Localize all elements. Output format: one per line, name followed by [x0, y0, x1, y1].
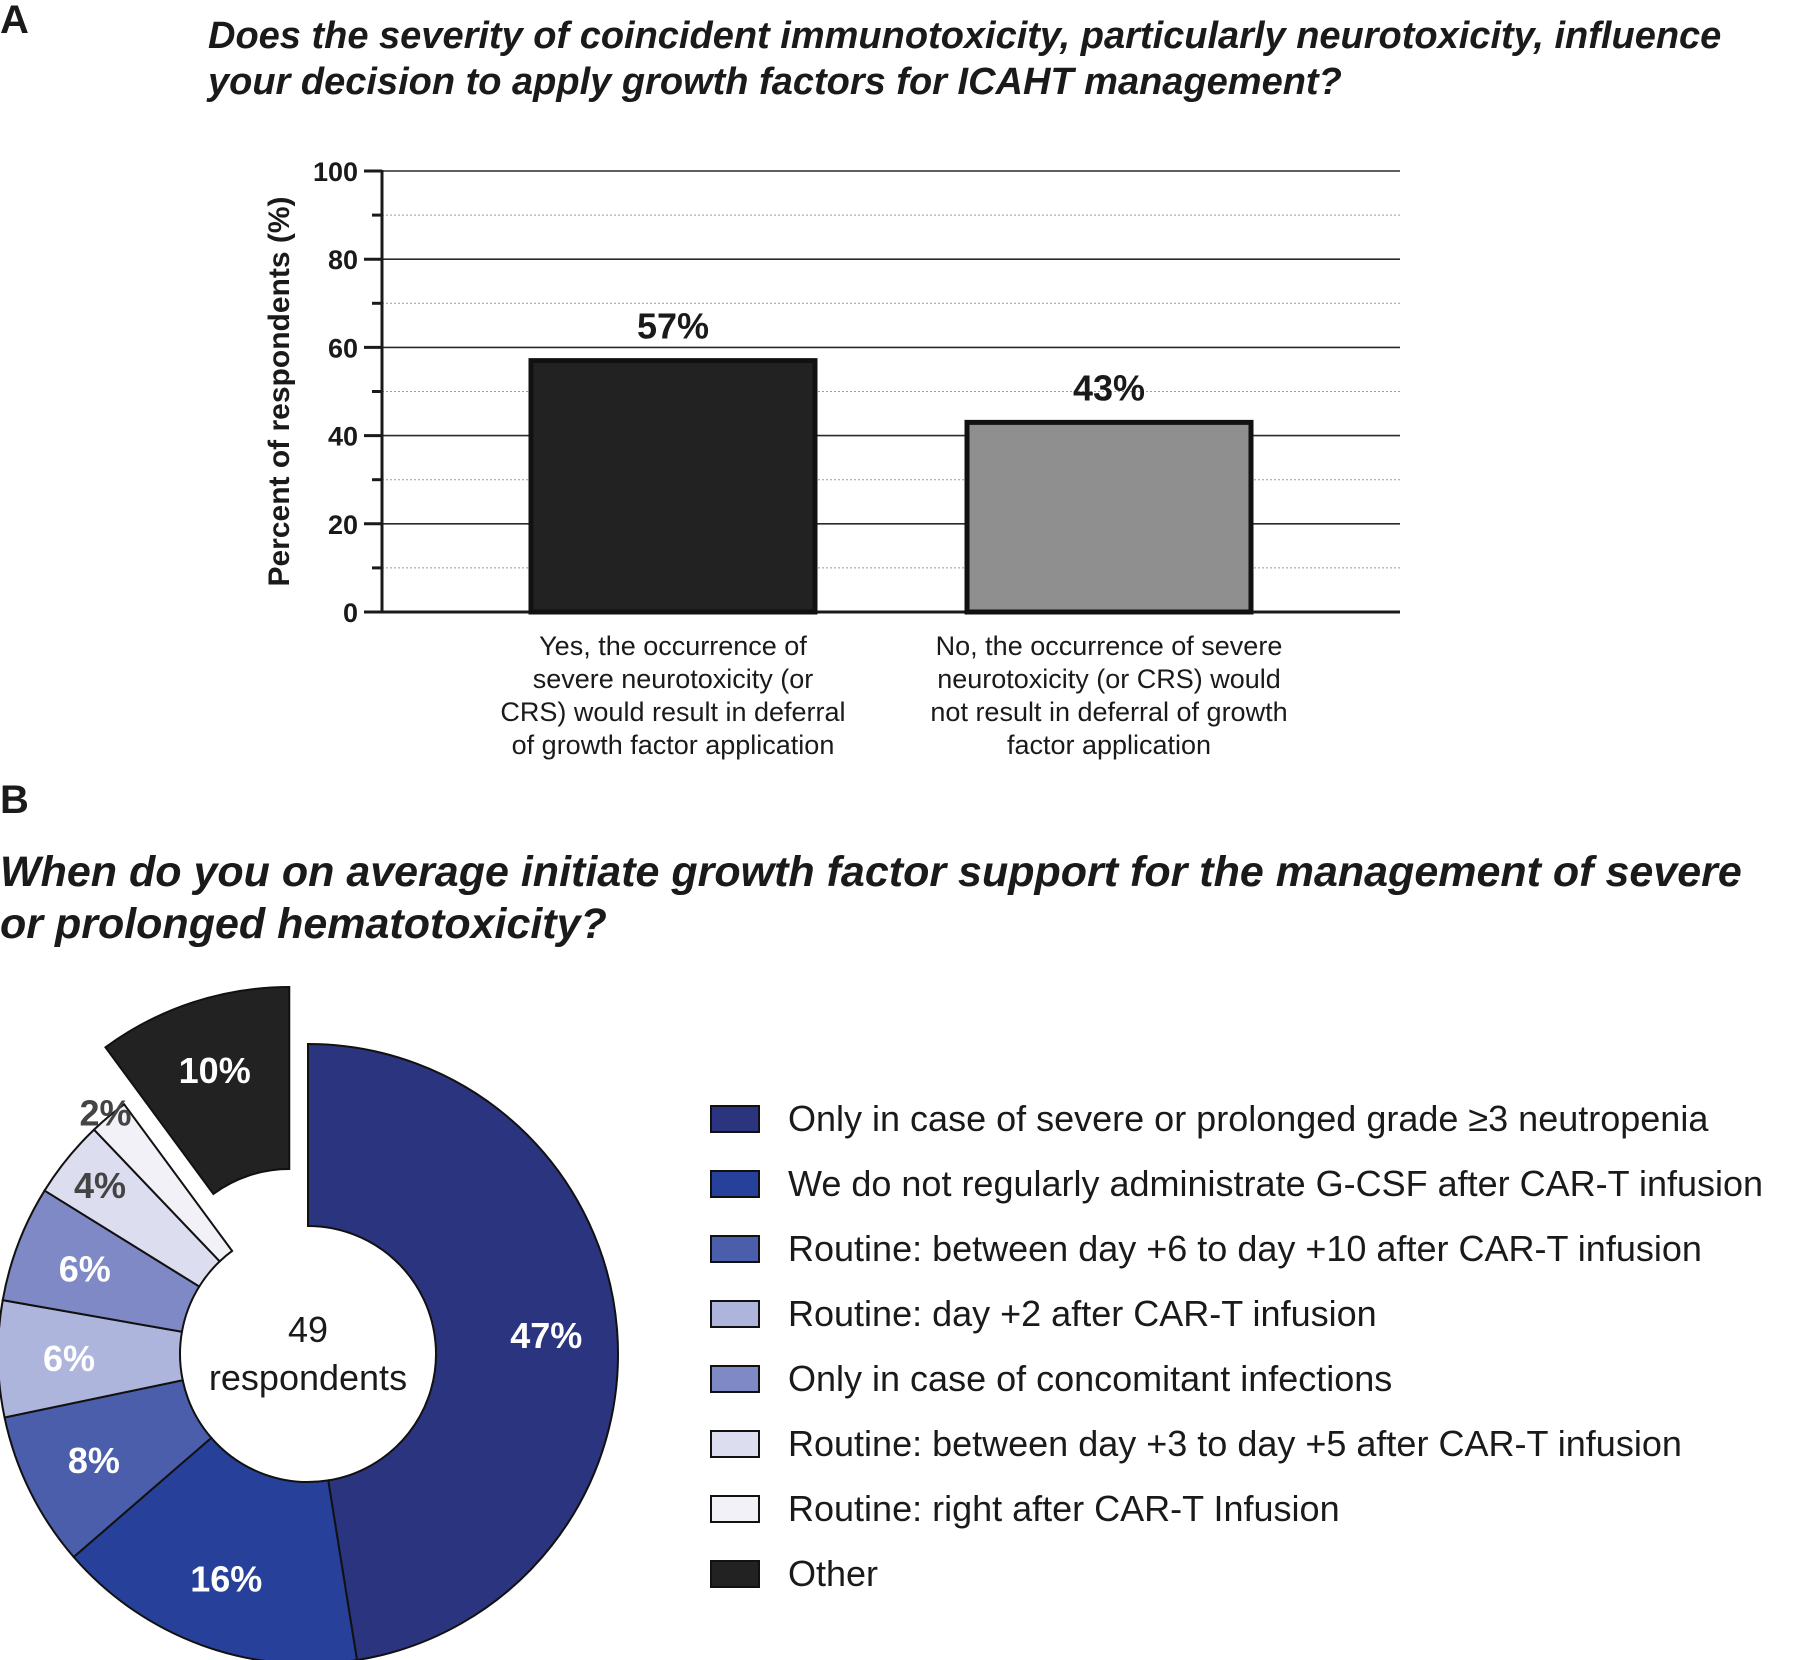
- legend-label: Routine: day +2 after CAR-T infusion: [788, 1292, 1377, 1334]
- y-tick-label: 20: [328, 510, 358, 540]
- legend-label: Only in case of concomitant infections: [788, 1357, 1393, 1399]
- donut-slice: [307, 1042, 619, 1660]
- bar-category-label: No, the occurrence of severe neurotoxicit…: [889, 630, 1329, 762]
- bar-category-label-line: factor application: [1006, 730, 1212, 760]
- legend-swatch: [710, 1494, 760, 1523]
- bar-value-label: 43%: [1073, 367, 1145, 408]
- donut-value-label: 6%: [59, 1249, 111, 1290]
- y-tick-label: 60: [328, 333, 358, 363]
- legend-label: Routine: right after CAR-T Infusion: [788, 1487, 1340, 1529]
- bar-category-label-line: Yes, the occurrence of: [539, 631, 807, 661]
- legend-item: Only in case of concomitant infections: [710, 1346, 1795, 1411]
- y-axis-label: Percent of respondents (%): [263, 196, 296, 586]
- legend-label: Other: [788, 1552, 879, 1594]
- legend-swatch: [710, 1559, 760, 1588]
- y-tick-label: 0: [343, 598, 358, 628]
- donut-chart: 47% 16% 8% 6% 6% 4% 2% 10% 49 respondents: [0, 985, 619, 1660]
- legend-label: Routine: between day +6 to day +10 after…: [788, 1227, 1702, 1269]
- donut-slice: [72, 1436, 358, 1660]
- bar: [528, 358, 818, 615]
- donut-value-label: 6%: [43, 1338, 95, 1379]
- bar-category-label-line: not result in deferral of growth: [930, 697, 1288, 727]
- bar-category-label-line: neurotoxicity (or CRS) would: [937, 664, 1281, 694]
- y-tick-label: 80: [328, 245, 358, 275]
- donut-value-label: 47%: [510, 1315, 582, 1356]
- donut-slices: [0, 985, 619, 1660]
- legend-item: We do not regularly administrate G-CSF a…: [710, 1151, 1795, 1216]
- donut-value-label: 4%: [74, 1165, 126, 1206]
- donut-value-label: 10%: [179, 1050, 251, 1091]
- legend-item: Only in case of severe or prolonged grad…: [710, 1086, 1795, 1151]
- bar-value-label: 57%: [637, 306, 709, 347]
- bar-category-label-line: CRS) would result in deferral: [500, 697, 846, 727]
- y-axis: 0 20 40 60 80 100: [313, 157, 384, 628]
- legend-swatch: [710, 1104, 760, 1133]
- panel-a-letter: A: [0, 0, 29, 42]
- bar-category-label: Yes, the occurrence of severe neurotoxici…: [453, 630, 893, 762]
- bar-category-label-line: No, the occurrence of severe: [935, 631, 1283, 661]
- donut-legend: Only in case of severe or prolonged grad…: [710, 1086, 1795, 1606]
- bar-category-label-line: of growth factor application: [511, 730, 835, 760]
- donut-value-label: 2%: [80, 1093, 132, 1134]
- legend-swatch: [710, 1169, 760, 1198]
- bar-group: 57%: [528, 306, 818, 615]
- panel-a-question: Does the severity of coincident immunoto…: [208, 15, 1722, 103]
- legend-label: Only in case of severe or prolonged grad…: [788, 1097, 1709, 1139]
- legend-label: Routine: between day +3 to day +5 after …: [788, 1422, 1682, 1464]
- donut-value-label: 8%: [68, 1440, 120, 1481]
- y-tick-label: 100: [313, 157, 358, 187]
- legend-item: Routine: right after CAR-T Infusion: [710, 1476, 1795, 1541]
- donut-value-label: 16%: [190, 1559, 262, 1600]
- donut-slice: [104, 985, 291, 1196]
- legend-item: Routine: day +2 after CAR-T infusion: [710, 1281, 1795, 1346]
- panel-b-question: When do you on average initiate growth f…: [0, 848, 1742, 949]
- bar: [964, 419, 1254, 615]
- donut-center-count: 49: [288, 1309, 328, 1350]
- legend-item: Routine: between day +6 to day +10 after…: [710, 1216, 1795, 1281]
- donut-labels: 47% 16% 8% 6% 6% 4% 2% 10%: [43, 1050, 582, 1600]
- y-tick-label: 40: [328, 422, 358, 452]
- legend-swatch: [710, 1429, 760, 1458]
- legend-swatch: [710, 1364, 760, 1393]
- bar-chart: 0 20 40 60 80 100 Percent of respondents (%) 57…: [263, 157, 1400, 628]
- panel-b-letter: B: [0, 778, 29, 822]
- donut-slice: [92, 1102, 234, 1263]
- legend-item: Routine: between day +3 to day +5 after …: [710, 1411, 1795, 1476]
- bar-group: 43%: [964, 367, 1254, 615]
- legend-item: Other: [710, 1541, 1795, 1606]
- bar-category-label-line: severe neurotoxicity (or: [532, 664, 814, 694]
- legend-swatch: [710, 1299, 760, 1328]
- legend-label: We do not regularly administrate G-CSF a…: [788, 1162, 1764, 1204]
- legend-swatch: [710, 1234, 760, 1263]
- donut-center-label: respondents: [209, 1357, 407, 1398]
